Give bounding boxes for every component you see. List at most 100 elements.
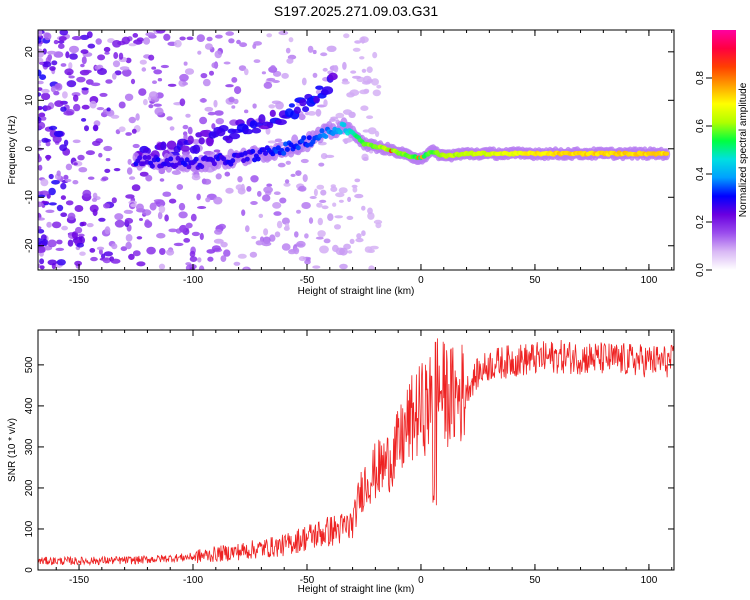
speckle [68, 75, 75, 79]
speckle [250, 175, 259, 183]
speckle [83, 69, 92, 74]
speckle [349, 238, 355, 244]
speckle [38, 217, 45, 221]
speckle [245, 225, 250, 233]
speckle [103, 251, 113, 257]
speckle [182, 124, 189, 130]
speckle [316, 184, 325, 190]
speckle [261, 71, 266, 75]
speckle [97, 54, 106, 61]
spectrogram-ytick-label: 10 [24, 94, 35, 106]
speckle [145, 174, 153, 182]
speckle [326, 45, 337, 52]
speckle [360, 36, 366, 44]
snr-line [38, 338, 674, 567]
speckle [241, 209, 246, 216]
speckle [367, 207, 373, 215]
speckle [39, 265, 45, 270]
speckle [39, 258, 45, 265]
upper-ridge-blob [313, 95, 320, 104]
speckle [80, 63, 85, 68]
speckle [213, 99, 218, 108]
speckle [103, 145, 113, 152]
main-ridge-core [323, 134, 329, 139]
colorbar-label: Normalized spectral amplitude [738, 82, 749, 217]
speckle [320, 189, 327, 196]
upper-ridge-blob [266, 121, 274, 129]
speckle [131, 184, 141, 192]
speckle [87, 176, 95, 180]
speckle [214, 50, 222, 59]
speckle [56, 259, 66, 266]
speckle [189, 250, 196, 258]
upper-ridge-blob [160, 141, 167, 151]
speckle [225, 31, 234, 36]
speckle [148, 54, 155, 61]
speckle [112, 40, 122, 48]
speckle [199, 98, 207, 103]
speckle [164, 214, 169, 222]
speckle [228, 38, 235, 44]
speckle [298, 256, 306, 262]
speckle [186, 36, 194, 41]
speckle [189, 256, 198, 262]
speckle [106, 107, 111, 112]
main-ridge-core [142, 155, 148, 160]
snr-xtick-label: -150 [69, 575, 89, 586]
speckle [41, 238, 49, 247]
speckle [128, 253, 135, 260]
speckle [315, 108, 322, 117]
speckle [366, 115, 374, 119]
speckle [45, 209, 55, 213]
speckle [171, 170, 181, 176]
speckle [168, 228, 178, 233]
speckle [158, 205, 166, 214]
speckle [104, 51, 110, 55]
speckle [197, 206, 207, 209]
speckle [81, 56, 87, 65]
speckle [114, 70, 122, 76]
speckle [47, 259, 58, 266]
speckle [288, 37, 294, 43]
speckle [215, 173, 222, 180]
speckle [94, 65, 102, 70]
speckle [48, 202, 57, 206]
speckle [272, 202, 282, 209]
spectrogram-xtick-label: -150 [69, 275, 89, 286]
speckle [320, 52, 328, 57]
speckle [97, 68, 107, 75]
speckle [239, 42, 248, 48]
speckle [51, 221, 62, 229]
speckle [127, 158, 132, 165]
speckle [51, 60, 58, 66]
speckle [244, 68, 249, 76]
speckle [196, 34, 205, 42]
upper-ridge-blob [315, 85, 324, 90]
speckle [228, 96, 235, 103]
speckle [179, 36, 186, 41]
speckle [352, 186, 358, 193]
main-ridge-core [295, 145, 301, 151]
speckle [283, 182, 291, 187]
speckle [157, 211, 163, 220]
main-ridge-core [182, 162, 188, 167]
speckle [163, 33, 171, 41]
speckle [38, 229, 45, 234]
main-ridge-core [337, 129, 343, 135]
colorbar-tick-label: 0.4 [695, 167, 706, 181]
speckle [76, 76, 86, 83]
colorbar-tick-label: 0.6 [695, 119, 706, 133]
speckle [174, 39, 182, 48]
upper-ridge-blob [228, 132, 241, 140]
speckle [104, 168, 111, 173]
speckle [159, 178, 165, 182]
speckle [281, 72, 289, 79]
main-ridge-core [166, 162, 172, 168]
speckle [214, 229, 223, 235]
speckle [266, 77, 276, 82]
speckle [204, 106, 214, 112]
speckle [81, 118, 87, 122]
colorbar-tick-label: 0.2 [695, 215, 706, 229]
speckle [73, 94, 79, 102]
speckle [46, 154, 51, 161]
